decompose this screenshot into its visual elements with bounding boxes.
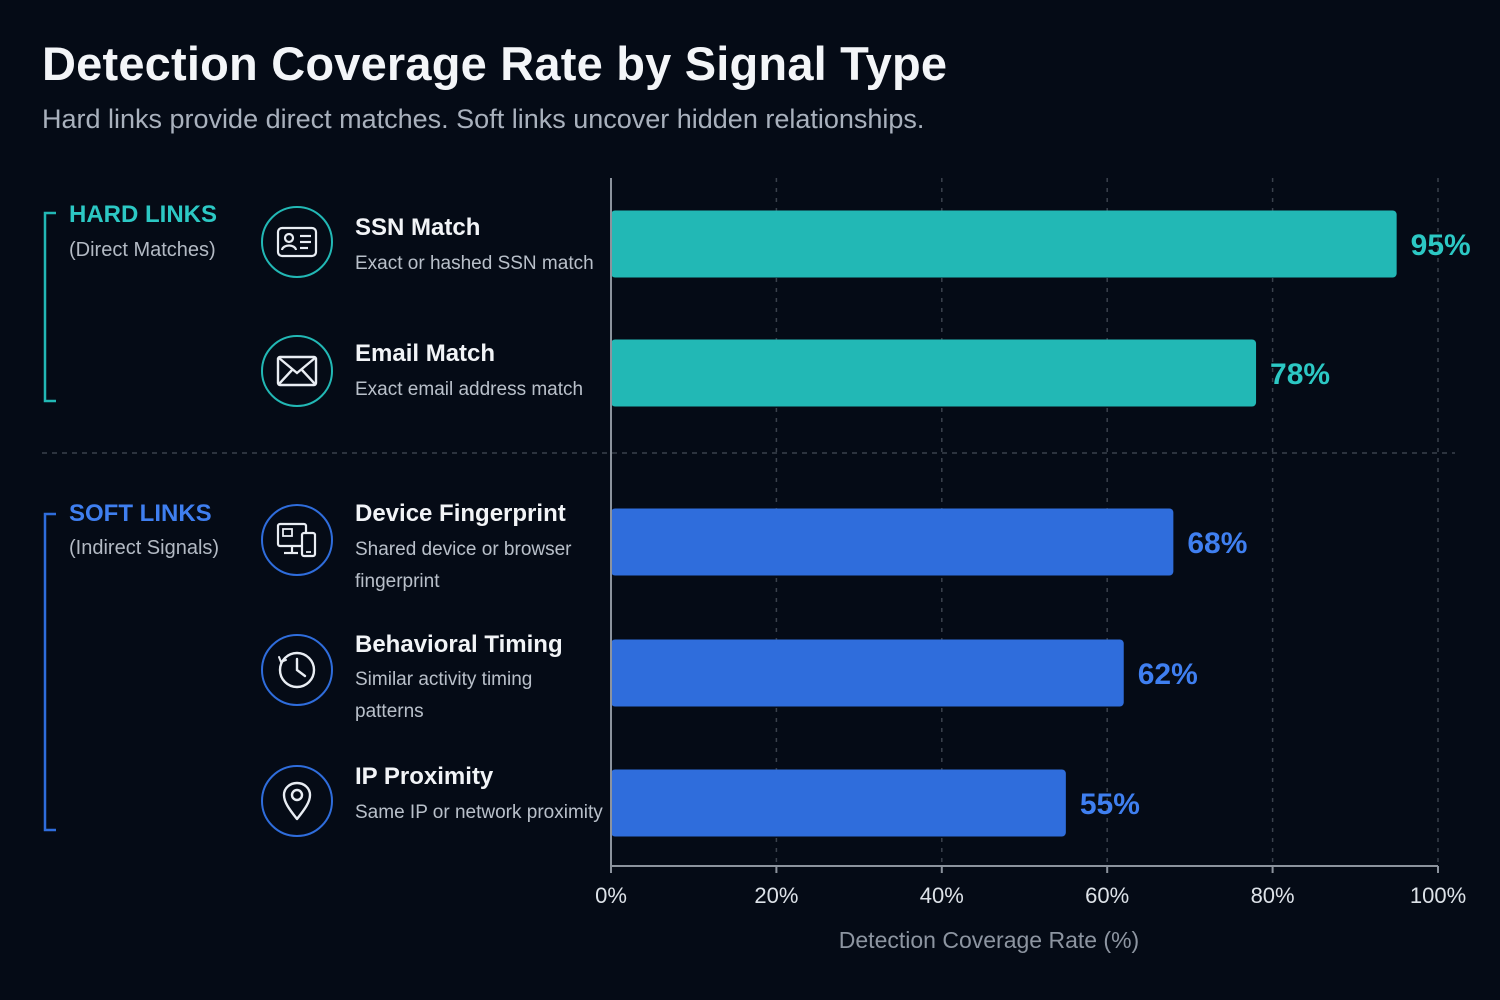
soft-links-title: SOFT LINKS	[69, 500, 212, 527]
clock-icon	[261, 634, 333, 706]
bar-ip-proximity	[611, 769, 1066, 837]
signal-description-ssn-match: Exact or hashed SSN match	[355, 253, 594, 274]
signal-description-behavioral-timing: Similar activity timing patterns	[355, 669, 533, 722]
chart-subtitle: Hard links provide direct matches. Soft …	[42, 104, 925, 134]
location-pin-icon	[261, 765, 333, 837]
x-tick-label: 40%	[920, 883, 964, 908]
x-axis-label: Detection Coverage Rate (%)	[839, 927, 1139, 953]
soft-links-bracket	[43, 512, 56, 832]
bar-behavioral-timing	[611, 639, 1124, 707]
x-tick-label: 100%	[1410, 883, 1466, 908]
signal-description-email-match: Exact email address match	[355, 379, 584, 400]
value-label-email-match: 78%	[1270, 358, 1330, 391]
bars	[611, 210, 1397, 837]
value-label-ip-proximity: 55%	[1080, 788, 1140, 821]
signal-description-device-fingerprint: Shared device or browser fingerprint	[355, 539, 572, 592]
x-tick-label: 0%	[595, 883, 627, 908]
chart-title: Detection Coverage Rate by Signal Type	[42, 37, 948, 90]
x-tick-label: 60%	[1085, 883, 1129, 908]
hard-links-title: HARD LINKS	[69, 201, 217, 228]
value-label-device-fingerprint: 68%	[1187, 527, 1247, 560]
bar-ssn-match	[611, 210, 1397, 278]
signal-description-ip-proximity: Same IP or network proximity	[355, 802, 603, 823]
soft-links-subtitle: (Indirect Signals)	[69, 537, 220, 559]
signal-label-behavioral-timing: Behavioral Timing	[355, 631, 563, 658]
hard-links-subtitle: (Direct Matches)	[69, 239, 216, 261]
id-card-icon	[261, 206, 333, 278]
bar-email-match	[611, 339, 1257, 407]
x-tick-labels: 0% 20% 40% 60% 80% 100%	[595, 883, 1466, 908]
x-tick-label: 20%	[754, 883, 798, 908]
hard-links-bracket	[43, 211, 56, 403]
bar-device-fingerprint	[611, 508, 1174, 576]
signal-label-ip-proximity: IP Proximity	[355, 763, 494, 790]
signal-label-device-fingerprint: Device Fingerprint	[355, 500, 566, 527]
axes	[610, 178, 1438, 867]
signal-label-ssn-match: SSN Match	[355, 214, 481, 241]
value-label-ssn-match: 95%	[1411, 229, 1471, 262]
x-tick-label: 80%	[1251, 883, 1295, 908]
value-labels: 95% 78% 68% 62% 55%	[1080, 229, 1471, 821]
devices-icon	[261, 504, 333, 576]
envelope-icon	[261, 335, 333, 407]
signal-label-email-match: Email Match	[355, 340, 496, 367]
value-label-behavioral-timing: 62%	[1138, 658, 1198, 691]
